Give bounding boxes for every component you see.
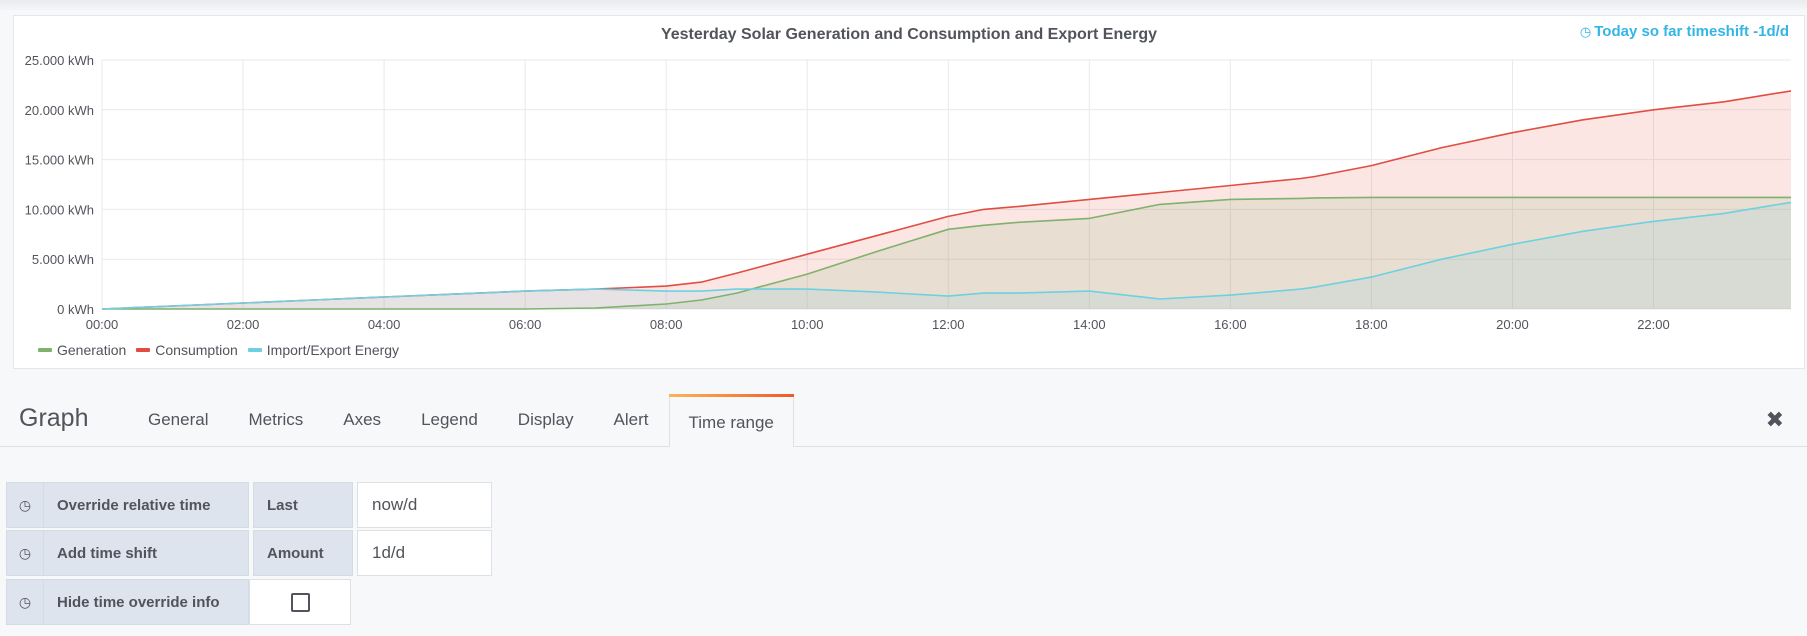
legend-label: Import/Export Energy xyxy=(266,342,400,358)
panel-title[interactable]: Yesterday Solar Generation and Consumpti… xyxy=(660,26,1158,43)
x-tick-label: 18:00 xyxy=(1355,317,1388,332)
x-tick-label: 20:00 xyxy=(1496,317,1529,332)
series-line-generation xyxy=(102,196,1791,310)
editor-tabs: General Metrics Axes Legend Display Aler… xyxy=(128,390,795,447)
legend-label: Consumption xyxy=(155,342,238,358)
legend-item-consumption[interactable]: Consumption xyxy=(136,342,238,358)
y-tick-label: 0 kWh xyxy=(57,302,94,317)
clock-icon: ◷ xyxy=(6,579,44,625)
x-tick-label: 12:00 xyxy=(932,317,965,332)
time-shift-input[interactable] xyxy=(357,530,492,576)
legend-swatch xyxy=(247,348,262,352)
legend-item-import-export[interactable]: Import/Export Energy xyxy=(247,342,400,358)
x-tick-label: 10:00 xyxy=(791,317,824,332)
x-tick-label: 08:00 xyxy=(650,317,683,332)
clock-icon: ◷ xyxy=(6,530,44,576)
series-area-import-export xyxy=(102,202,1791,309)
series-area-consumption xyxy=(102,90,1791,310)
tab-legend[interactable]: Legend xyxy=(421,410,478,429)
tab-alert[interactable]: Alert xyxy=(613,410,649,429)
legend-item-generation[interactable]: Generation xyxy=(38,342,126,358)
tab-metrics[interactable]: Metrics xyxy=(248,410,304,429)
x-tick-label: 06:00 xyxy=(509,317,542,332)
override-relative-time-row: ◷ Override relative time Last xyxy=(6,482,492,528)
chart-legend: Generation Consumption Import/Export Ene… xyxy=(38,342,399,358)
x-tick-label: 22:00 xyxy=(1637,317,1670,332)
panel-editor-header: Graph General Metrics Axes Legend Displa… xyxy=(0,390,1807,447)
clock-icon: ◷ xyxy=(6,482,44,528)
x-tick-label: 16:00 xyxy=(1214,317,1247,332)
y-tick-label: 10.000 kWh xyxy=(25,202,94,217)
hide-time-info-checkbox[interactable] xyxy=(290,592,310,612)
time-shift-label: Add time shift xyxy=(44,530,249,576)
graph-panel: 0 kWh 5.000 kWh 10.000 kWh 15.000 kWh 20.000… xyxy=(13,15,1805,369)
editor-title: Graph xyxy=(19,404,89,432)
last-label: Last xyxy=(253,482,353,528)
top-strip xyxy=(0,0,1807,10)
close-icon[interactable]: ✖ xyxy=(1765,407,1784,432)
y-tick-label: 20.000 kWh xyxy=(25,103,94,118)
time-shift-row: ◷ Add time shift Amount xyxy=(6,530,492,576)
hide-time-info-row: ◷ Hide time override info xyxy=(6,579,351,625)
x-tick-label: 14:00 xyxy=(1073,317,1106,332)
hide-time-info-label: Hide time override info xyxy=(44,579,249,625)
clock-icon: ◷ xyxy=(1579,24,1592,39)
tab-display[interactable]: Display xyxy=(517,410,574,429)
chart-svg: 0 kWh 5.000 kWh 10.000 kWh 15.000 kWh 20.000… xyxy=(25,53,1792,332)
legend-label: Generation xyxy=(57,342,127,358)
tab-general[interactable]: General xyxy=(148,410,209,429)
amount-label: Amount xyxy=(253,530,353,576)
legend-swatch xyxy=(38,348,52,352)
override-relative-time-input[interactable] xyxy=(357,482,492,528)
x-tick-label: 00:00 xyxy=(86,317,119,332)
override-label: Override relative time xyxy=(44,482,249,528)
x-tick-label: 02:00 xyxy=(227,317,260,332)
time-info-text: Today so far timeshift -1d/d xyxy=(1594,23,1789,40)
legend-swatch xyxy=(136,348,151,352)
tab-axes[interactable]: Axes xyxy=(343,410,382,429)
y-tick-label: 5.000 kWh xyxy=(32,252,94,267)
series-line-import-export xyxy=(101,201,1792,310)
y-tick-label: 15.000 kWh xyxy=(25,153,94,168)
y-tick-label: 25.000 kWh xyxy=(25,53,94,68)
series-area-generation xyxy=(102,197,1791,309)
hide-time-info-checkbox-cell[interactable] xyxy=(249,579,351,625)
time-info: ◷ Today so far timeshift -1d/d xyxy=(1580,23,1789,40)
tab-time-range[interactable]: Time range xyxy=(668,394,795,447)
x-tick-label: 04:00 xyxy=(368,317,401,332)
